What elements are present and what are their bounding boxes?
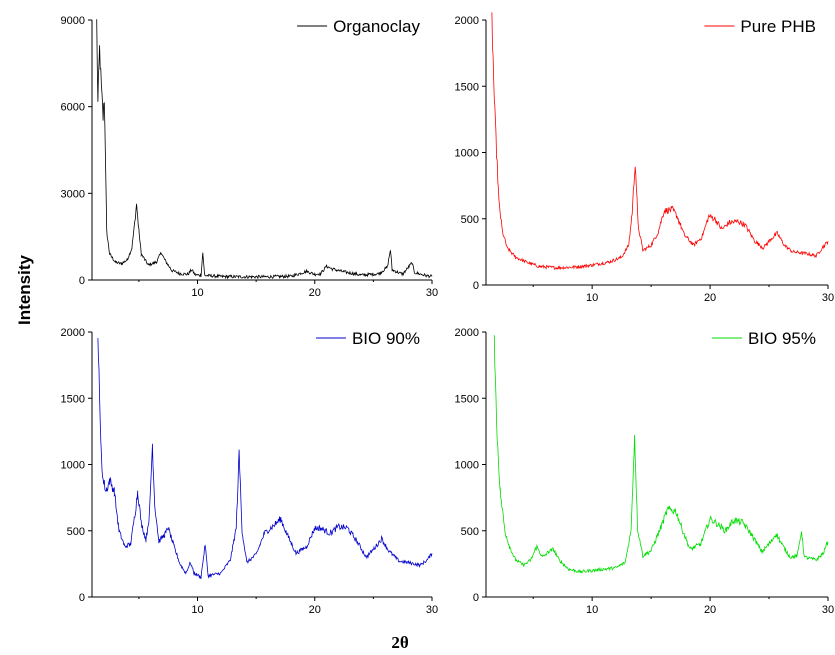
y-tick-label: 0: [79, 592, 85, 604]
y-tick-label: 1500: [61, 393, 85, 405]
series-line: [493, 335, 829, 574]
x-tick-label: 20: [704, 292, 716, 304]
chart-panel-4: 0 500 1000 1500 2000 10 20 30 BIO 95%: [455, 327, 835, 616]
x-tick-label: 30: [822, 604, 834, 616]
legend-label: BIO 95%: [748, 329, 816, 348]
y-tick-label: 500: [67, 526, 85, 538]
x-tick-label: 20: [309, 604, 321, 616]
chart-panel-3: 0 500 1000 1500 2000 10 20 30 BIO 90%: [61, 327, 439, 616]
y-tick-label: 0: [79, 275, 85, 287]
y-tick-label: 0: [473, 592, 479, 604]
y-tick-label: 6000: [61, 102, 85, 114]
y-tick-label: 9000: [61, 15, 85, 27]
y-axis-label: Intensity: [15, 255, 34, 325]
legend-label: Pure PHB: [740, 17, 816, 36]
series-line: [491, 12, 829, 271]
y-tick-label: 1500: [455, 81, 479, 93]
y-tick-label: 500: [461, 214, 479, 226]
chart-panel-1: 0 3000 6000 9000 10 20 30 Organoclay: [61, 15, 439, 299]
x-tick-label: 10: [586, 604, 598, 616]
y-tick-label: 2000: [61, 327, 85, 339]
y-tick-label: 1000: [455, 148, 479, 160]
y-tick-label: 1000: [61, 460, 85, 472]
y-tick-label: 1000: [455, 460, 479, 472]
y-tick-label: 0: [473, 280, 479, 292]
x-tick-label: 10: [191, 287, 203, 299]
series-line: [97, 338, 433, 580]
y-tick-label: 2000: [455, 327, 479, 339]
x-tick-label: 30: [426, 287, 438, 299]
y-tick-label: 500: [461, 526, 479, 538]
y-tick-label: 1500: [455, 393, 479, 405]
series-line: [96, 19, 433, 280]
x-tick-label: 20: [704, 604, 716, 616]
y-tick-label: 3000: [61, 188, 85, 200]
x-axis-label: 2θ: [391, 633, 409, 652]
x-tick-label: 20: [309, 287, 321, 299]
x-tick-label: 30: [822, 292, 834, 304]
legend-label: Organoclay: [333, 17, 420, 36]
x-tick-label: 30: [426, 604, 438, 616]
legend-label: BIO 90%: [352, 329, 420, 348]
x-tick-label: 10: [191, 604, 203, 616]
x-tick-label: 10: [586, 292, 598, 304]
chart-panel-2: 0 500 1000 1500 2000 10 20 30 Pure PHB: [455, 12, 834, 304]
y-tick-label: 2000: [455, 15, 479, 27]
